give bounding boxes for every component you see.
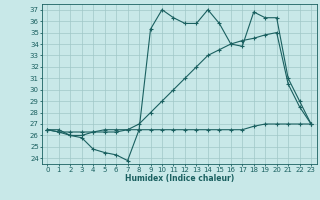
X-axis label: Humidex (Indice chaleur): Humidex (Indice chaleur) — [124, 174, 234, 183]
